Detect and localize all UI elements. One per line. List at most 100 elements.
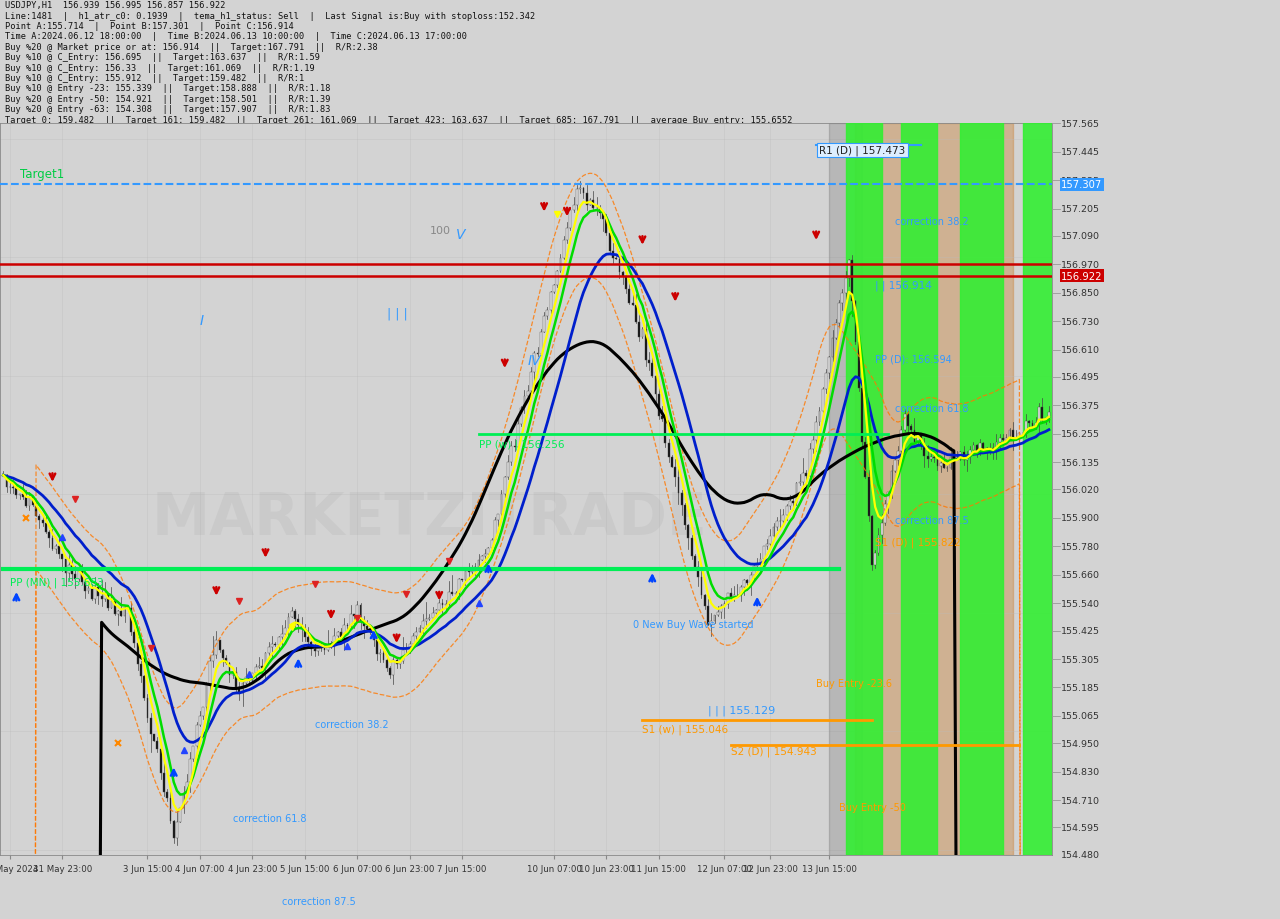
Text: 154.595: 154.595 [1061,823,1101,832]
Bar [408,644,411,648]
Bar [572,206,575,211]
Bar [891,471,892,493]
Bar [916,434,919,443]
Bar [828,357,831,374]
Bar [225,658,227,663]
Bar [887,493,890,505]
Bar [498,515,499,520]
Bar [931,458,932,460]
Bar [507,462,509,478]
Bar [116,611,119,615]
Bar [870,516,873,565]
Bar [127,607,129,608]
Bar [294,611,296,619]
Bar [849,260,850,279]
Bar [675,468,676,477]
Bar [1025,421,1027,434]
Bar [868,478,869,516]
Bar [1042,407,1043,420]
Bar [1002,438,1004,441]
Bar [412,636,413,644]
Bar [133,633,136,643]
Text: 154.950: 154.950 [1061,739,1101,748]
Bar [399,662,401,664]
Bar [360,606,361,621]
Bar [131,608,132,633]
Text: 156.922: 156.922 [1061,271,1103,281]
Bar [209,662,211,685]
Bar [248,677,250,680]
Bar [442,603,443,605]
Bar [422,621,424,629]
Bar [475,568,476,571]
Bar [632,303,634,305]
Bar [901,431,902,451]
Bar [297,619,300,625]
Bar [140,664,142,676]
Text: correction 61.8: correction 61.8 [895,403,969,414]
Bar [746,581,749,584]
Bar [55,547,56,550]
Text: 157.565: 157.565 [1061,119,1101,129]
Bar [42,520,44,523]
Bar [244,677,247,683]
Bar [910,426,913,430]
Bar [639,323,640,337]
Bar [186,783,188,793]
Bar [602,214,604,220]
Bar [851,260,852,301]
Bar [196,725,197,746]
Bar [61,554,63,560]
Bar [471,571,472,573]
Bar [992,448,995,453]
Bar [698,567,699,577]
Bar [769,537,771,544]
Text: 156.610: 156.610 [1061,346,1101,355]
Bar [431,613,434,618]
Bar [274,644,276,645]
Bar [796,483,797,504]
Bar [238,687,241,693]
Text: 157.307: 157.307 [1061,180,1102,190]
Text: 155.425: 155.425 [1061,627,1101,635]
Text: 0 New Buy Wave started: 0 New Buy Wave started [632,619,753,630]
Text: 156.850: 156.850 [1061,289,1101,298]
Bar [714,616,716,621]
Text: 154.830: 154.830 [1061,767,1101,777]
Bar [681,494,682,505]
Text: PP (w) | 156.256: PP (w) | 156.256 [479,439,564,449]
Bar [278,638,279,645]
Text: Buy Entry -50: Buy Entry -50 [840,801,906,811]
Bar [776,521,778,528]
Bar [534,353,535,372]
Bar [543,317,545,333]
Bar [829,124,861,855]
Bar [406,648,407,651]
Bar [356,606,358,616]
Bar [589,200,591,206]
Bar [759,559,762,563]
Text: 156.255: 156.255 [1061,430,1101,438]
Bar [815,423,817,441]
Text: 100: 100 [429,226,451,236]
Text: 155.780: 155.780 [1061,542,1101,551]
Bar [1019,434,1020,439]
Bar [658,394,659,416]
Bar [897,451,899,460]
Bar [396,660,398,664]
Bar [166,792,168,798]
Bar [353,614,355,616]
Bar [163,773,165,792]
Text: 154.480: 154.480 [1061,850,1101,859]
Bar [986,448,987,452]
Text: 156.730: 156.730 [1061,317,1101,326]
Text: 155.065: 155.065 [1061,711,1101,720]
Bar [960,124,1004,855]
Bar [861,388,863,443]
Bar [303,630,306,637]
Bar [582,188,585,194]
Bar [108,595,109,608]
Bar [717,613,719,616]
Bar [973,446,974,450]
Bar [389,668,390,675]
